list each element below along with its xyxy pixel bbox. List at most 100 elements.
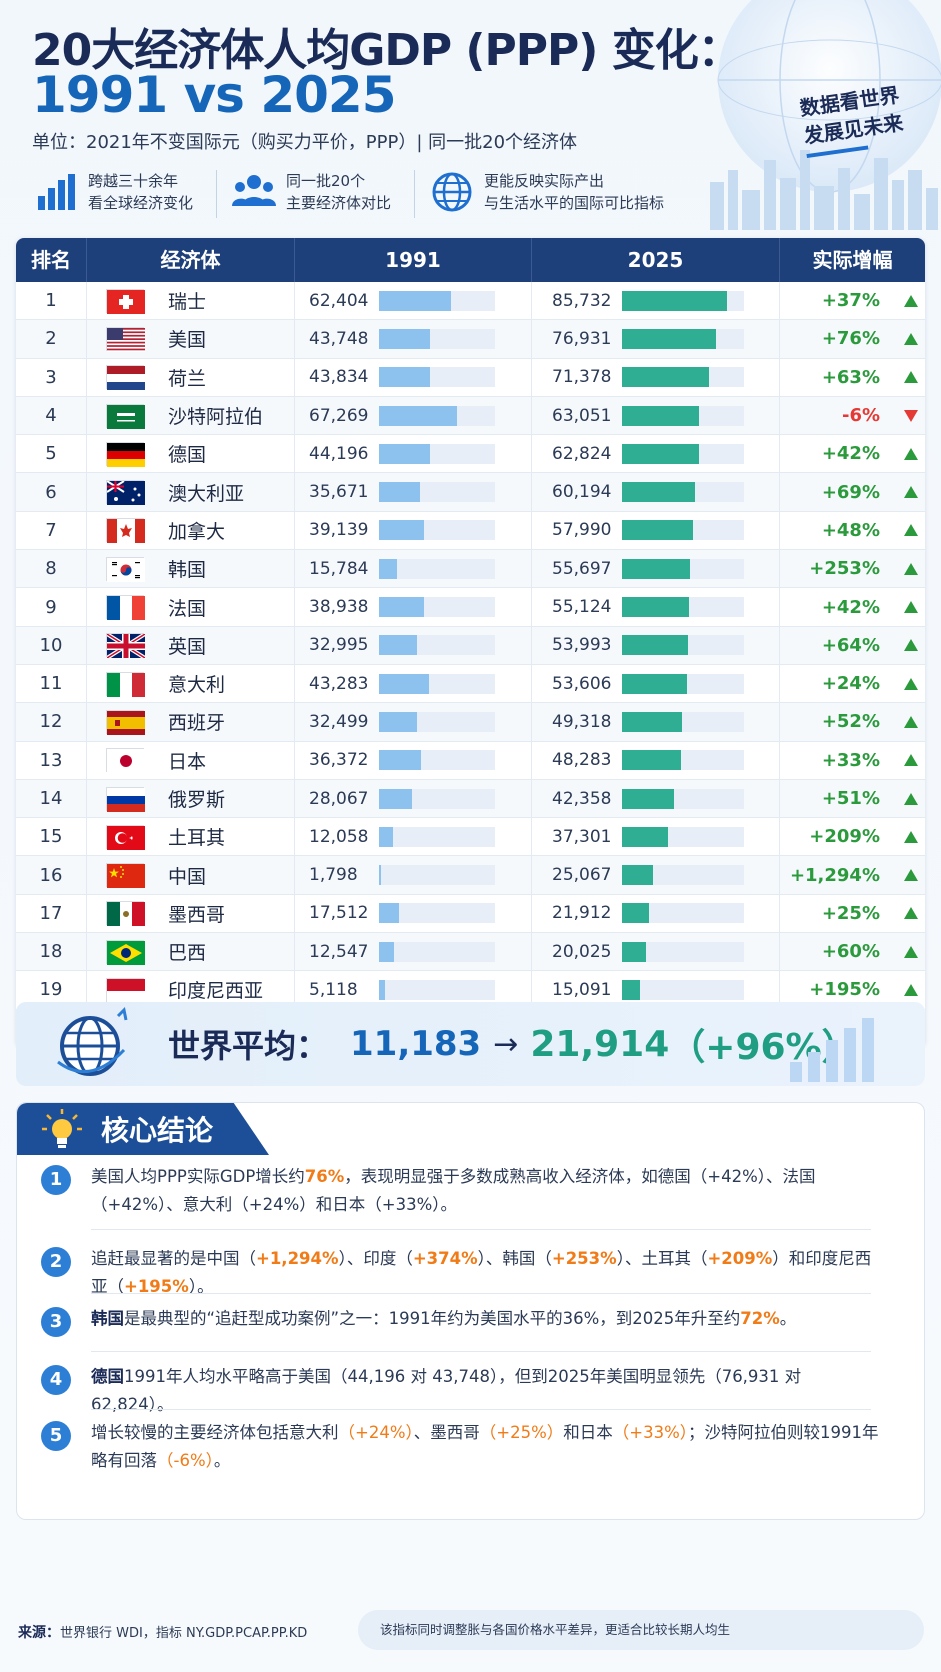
rank-cell: 12: [16, 703, 87, 741]
bar-1991: [379, 711, 417, 732]
value-1991-cell: 43,283: [295, 664, 532, 703]
table-row: 15 土耳其 12,058 37,301 +209%: [16, 818, 925, 857]
bar-track-1991: [379, 367, 495, 388]
table-row: 5 德国 44,196 62,824 +42%: [16, 435, 925, 474]
value-2025-label: 53,993: [552, 635, 612, 656]
growth-label: -6%: [841, 405, 880, 427]
bar-2025: [622, 520, 693, 541]
value-1991-label: 1,798: [309, 865, 358, 886]
bar-1991: [379, 558, 398, 579]
growth-cell: -6%: [780, 397, 925, 434]
table-row: 18 巴西 12,547 20,025 +60%: [16, 933, 925, 972]
value-2025-label: 37,301: [552, 826, 612, 847]
rank-cell: 4: [16, 396, 87, 435]
header-1991: 1991: [295, 238, 532, 282]
value-2025-cell: 85,732: [532, 282, 780, 320]
rank-cell: 3: [16, 358, 87, 396]
conclusions-panel: 核心结论 1 美国人均PPP实际GDP增长约76%，表现明显强于多数成熟高收入经…: [16, 1102, 925, 1520]
value-1991-cell: 12,058: [295, 818, 532, 856]
value-1991-label: 36,372: [309, 750, 369, 771]
table-row: 8 韩国 15,784 55,697 +253%: [16, 550, 925, 589]
value-2025-cell: 71,378: [532, 358, 780, 396]
bar-1991: [379, 405, 458, 426]
bar-1991: [379, 750, 422, 771]
arrow-right-icon: →: [493, 1026, 519, 1062]
feature-divider: [414, 170, 415, 218]
growth-label: +25%: [821, 902, 880, 924]
growth-label: +69%: [821, 481, 880, 503]
growth-label: +48%: [821, 519, 880, 541]
growth-cell: +1,294%: [780, 856, 925, 893]
flag-tr-icon: [106, 824, 145, 850]
growth-label: +253%: [809, 558, 880, 580]
growth-label: +76%: [821, 328, 880, 350]
value-1991-cell: 38,938: [295, 588, 532, 626]
economy-name: 墨西哥: [168, 903, 226, 926]
conclusion-text: 德国1991年人均水平略高于美国（44,196 对 43,748），但到2025…: [91, 1367, 802, 1414]
growth-cell: +69%: [780, 473, 925, 510]
growth-cell: +37%: [780, 282, 925, 319]
table-row: 6 澳大利亚 35,671 60,194 +69%: [16, 473, 925, 512]
bar-1991: [379, 290, 452, 311]
bar-track-2025: [622, 520, 744, 541]
world-average-1991: 11,183: [350, 1024, 482, 1064]
economy-name: 德国: [168, 444, 207, 467]
value-2025-label: 53,606: [552, 673, 612, 694]
rank-cell: 17: [16, 894, 87, 933]
table-row: 11 意大利 43,283 53,606 +24%: [16, 664, 925, 704]
economy-name: 土耳其: [168, 827, 226, 850]
value-1991-label: 12,547: [309, 941, 369, 962]
value-1991-label: 32,995: [309, 635, 369, 656]
flag-jp-icon: [106, 748, 145, 774]
triangle-up-icon: [904, 524, 918, 537]
bar-1991: [379, 979, 385, 1000]
value-2025-cell: 57,990: [532, 511, 780, 550]
table-row: 7 加拿大 39,139 57,990 +48%: [16, 511, 925, 551]
growth-label: +64%: [821, 634, 880, 656]
value-1991-cell: 43,834: [295, 358, 532, 396]
conclusion-text: 美国人均PPP实际GDP增长约76%，表现明显强于多数成熟高收入经济体，如德国（…: [91, 1167, 816, 1214]
bar-track-1991: [379, 405, 495, 426]
bar-2025: [622, 673, 688, 694]
economy-name: 韩国: [168, 559, 207, 582]
triangle-up-icon: [904, 792, 918, 805]
triangle-down-icon: [904, 409, 918, 422]
unit-subtitle: 单位：2021年不变国际元（购买力平价，PPP）| 同一批20个经济体: [32, 132, 578, 153]
triangle-up-icon: [904, 754, 918, 767]
table-row: 12 西班牙 32,499 49,318 +52%: [16, 703, 925, 742]
table-row: 3 荷兰 43,834 71,378 +63%: [16, 358, 925, 397]
economy-name: 沙特阿拉伯: [168, 406, 264, 429]
value-2025-cell: 25,067: [532, 856, 780, 894]
value-1991-cell: 28,067: [295, 779, 532, 818]
economy-cell: 法国: [87, 588, 295, 626]
bar-1991: [379, 941, 394, 962]
rank-cell: 18: [16, 933, 87, 971]
economy-cell: 墨西哥: [87, 894, 295, 933]
table-row: 2 美国 43,748 76,931 +76%: [16, 320, 925, 359]
economy-name: 瑞士: [168, 291, 207, 314]
flag-cn-icon: [106, 863, 145, 889]
triangle-up-icon: [904, 715, 918, 728]
economy-cell: 荷兰: [87, 358, 295, 396]
bar-1991: [379, 482, 421, 503]
flag-it-icon: [106, 671, 145, 697]
value-2025-cell: 15,091: [532, 971, 780, 1009]
growth-cell: +24%: [780, 665, 925, 702]
economy-name: 巴西: [168, 942, 207, 965]
growth-cell: +60%: [780, 933, 925, 970]
flag-us-icon: [106, 326, 145, 352]
header-growth: 实际增幅: [812, 248, 893, 272]
economy-cell: 美国: [87, 320, 295, 358]
bar-2025: [622, 941, 647, 962]
bar-track-2025: [622, 711, 744, 732]
triangle-up-icon: [904, 371, 918, 384]
feature-3-line2: 与生活水平的国际可比指标: [484, 194, 665, 212]
growth-cell: +253%: [780, 550, 925, 587]
flag-de-icon: [106, 441, 145, 467]
bar-2025: [622, 711, 683, 732]
header-rank: 排名: [16, 238, 87, 282]
growth-cell: +76%: [780, 320, 925, 357]
value-1991-cell: 32,995: [295, 626, 532, 664]
rank-cell: 5: [16, 435, 87, 473]
value-2025-cell: 53,606: [532, 664, 780, 703]
